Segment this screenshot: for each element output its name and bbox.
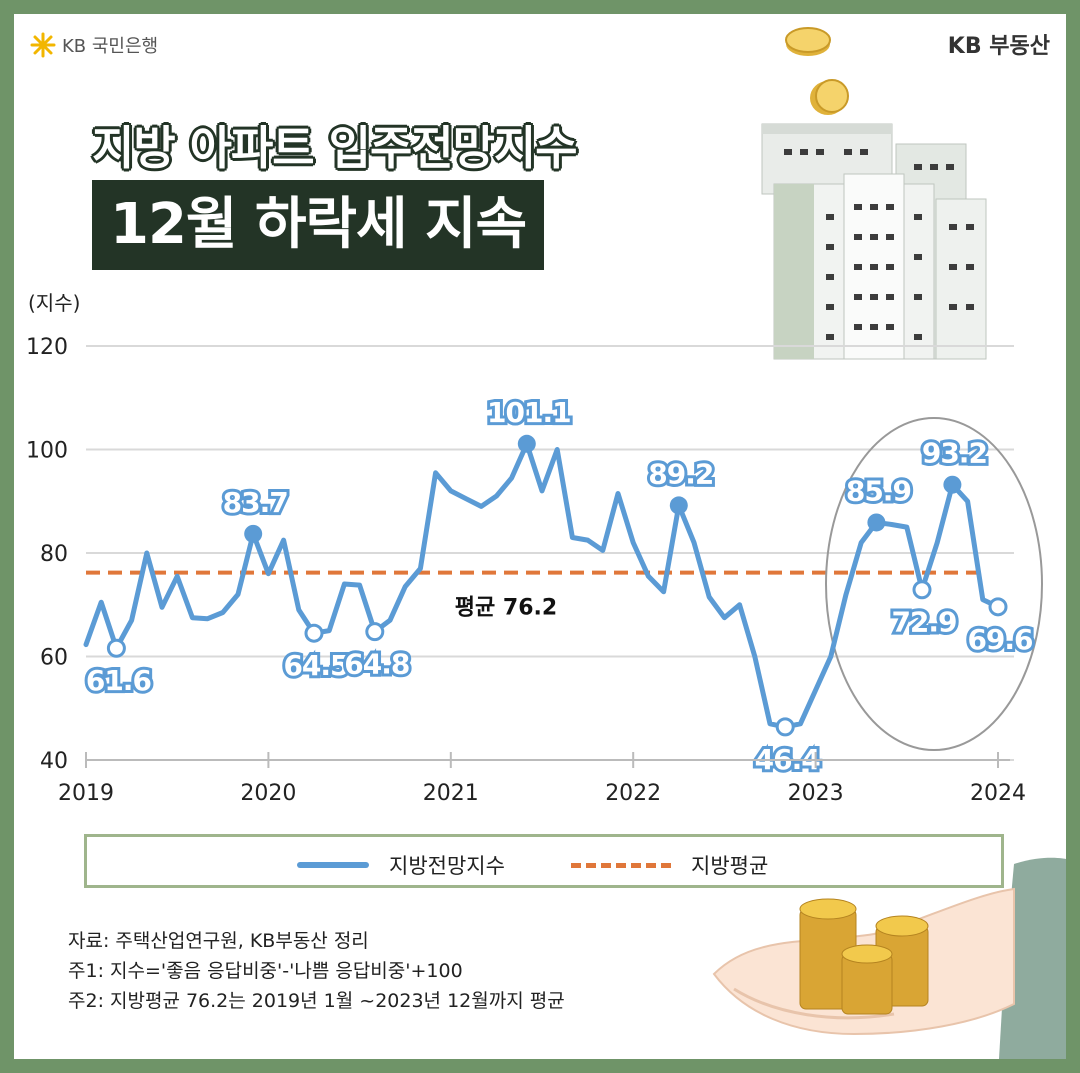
x-tick-label: 2020 bbox=[240, 781, 296, 806]
chart-legend: 지방전망지수 지방평균 bbox=[84, 834, 1004, 888]
y-tick-label: 60 bbox=[40, 646, 68, 671]
footnote-1: 주1: 지수='좋음 응답비중'-'나쁨 응답비중'+100 bbox=[68, 960, 463, 982]
headline-title: 지방 아파트 입주전망지수 bbox=[92, 121, 578, 175]
data-label: 83.7 bbox=[223, 486, 288, 519]
apartment-buildings-icon bbox=[761, 123, 987, 360]
footnote-2: 주2: 지방평균 76.2는 2019년 1월 ~2023년 12월까지 평균 bbox=[68, 990, 565, 1012]
source-note: 자료: 주택산업연구원, KB부동산 정리 bbox=[68, 930, 369, 952]
data-label: 64.8 bbox=[344, 648, 409, 681]
data-point-marker bbox=[988, 597, 1008, 617]
footnotes: 자료: 주택산업연구원, KB부동산 정리 주1: 지수='좋음 응답비중'-'… bbox=[68, 926, 565, 1016]
coin-icon bbox=[810, 79, 849, 115]
decorative-illustration bbox=[712, 27, 1066, 1059]
y-tick-label: 80 bbox=[40, 542, 68, 567]
x-tick-label: 2021 bbox=[423, 781, 479, 806]
data-point-marker bbox=[517, 434, 536, 453]
index-series-line bbox=[83, 441, 1001, 730]
y-tick-label: 120 bbox=[26, 335, 68, 360]
legend-label-average: 지방평균 bbox=[691, 854, 769, 878]
legend-line-swatch bbox=[297, 862, 369, 868]
x-tick-label: 2022 bbox=[605, 781, 661, 806]
data-point-marker bbox=[365, 622, 385, 642]
coin-icon bbox=[785, 27, 831, 56]
data-point-marker bbox=[106, 638, 126, 658]
data-label: 72.9 bbox=[891, 606, 956, 639]
y-tick-label: 100 bbox=[26, 439, 68, 464]
data-label: 89.2 bbox=[648, 457, 713, 490]
legend-label-index: 지방전망지수 bbox=[389, 854, 505, 878]
data-point-marker bbox=[669, 496, 688, 515]
data-point-marker bbox=[775, 717, 795, 737]
data-label: 69.6 bbox=[967, 623, 1032, 656]
legend-dash-swatch bbox=[571, 862, 671, 868]
kb-bank-logo-text: KB 국민은행 bbox=[62, 36, 159, 57]
x-tick-label: 2023 bbox=[788, 781, 844, 806]
line-chart: (지수) 40 60 80 100 120 평균 76.2 61.6 83.7 64.564… bbox=[26, 291, 1043, 806]
star-logo-icon bbox=[30, 32, 56, 58]
data-label: 64.5 bbox=[283, 649, 348, 682]
legend-item-index: 지방전망지수 bbox=[297, 850, 505, 880]
kb-realestate-logo: KB 부동산 bbox=[948, 28, 1050, 60]
average-label: 평균 76.2 bbox=[455, 596, 557, 621]
data-label: 101.1 bbox=[487, 396, 571, 429]
data-point-marker bbox=[912, 580, 932, 600]
data-point-marker bbox=[244, 524, 263, 543]
data-point-marker bbox=[943, 475, 962, 494]
x-tick-label: 2019 bbox=[58, 781, 114, 806]
infographic-card: KB 국민은행 KB 부동산 bbox=[14, 14, 1066, 1059]
data-label: 85.9 bbox=[846, 474, 911, 507]
x-tick-label: 2024 bbox=[970, 781, 1026, 806]
legend-item-average: 지방평균 bbox=[571, 850, 768, 880]
y-tick-label: 40 bbox=[40, 749, 68, 774]
hand-holding-coins-icon bbox=[712, 857, 1066, 1059]
headline-subtitle: 12월 하락세 지속 bbox=[92, 180, 545, 270]
data-point-marker bbox=[867, 513, 886, 532]
y-axis-label: (지수) bbox=[28, 291, 80, 315]
highlight-ellipse bbox=[825, 417, 1043, 752]
data-point-marker bbox=[304, 623, 324, 643]
kb-bank-logo: KB 국민은행 bbox=[30, 32, 158, 58]
data-label: 93.2 bbox=[922, 437, 987, 470]
data-label: 61.6 bbox=[86, 664, 151, 697]
kb-realestate-logo-text: KB 부동산 bbox=[947, 34, 1050, 59]
